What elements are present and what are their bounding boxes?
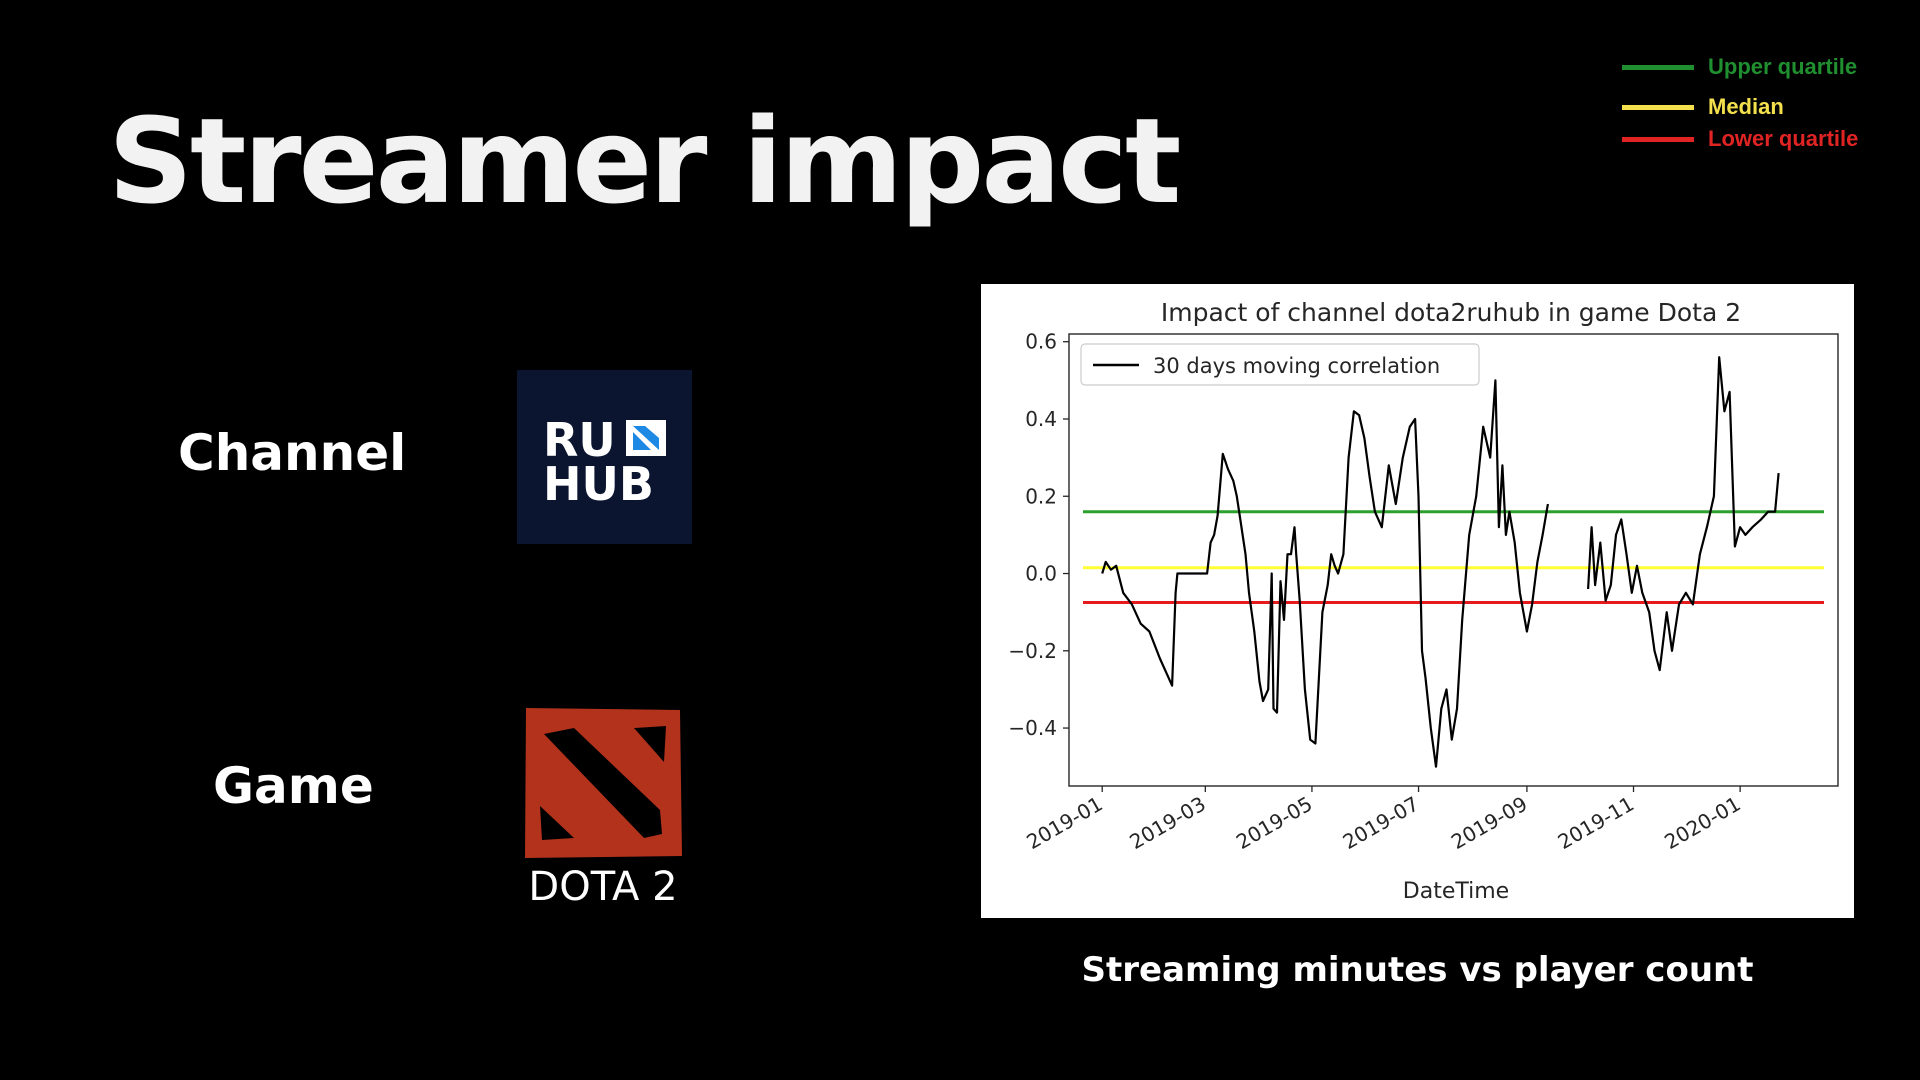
plot-frame: [1068, 333, 1839, 787]
ruhub-logo-text-ru: RU: [543, 413, 616, 467]
x-tick-label: 2019-11: [1554, 792, 1638, 855]
ruhub-logo-text-hub: HUB: [543, 457, 654, 511]
channel-label: Channel: [178, 424, 407, 482]
x-tick-label: 2019-07: [1339, 792, 1423, 855]
y-tick-label: 0.4: [1025, 407, 1057, 431]
lower-quartile-swatch: [1622, 136, 1694, 142]
x-tick-label: 2019-01: [1022, 792, 1106, 855]
game-label: Game: [213, 757, 374, 815]
series-line-segment-2: [1587, 356, 1780, 672]
upper-quartile-swatch: [1622, 64, 1694, 70]
series-group: [1101, 356, 1780, 768]
legend-box: [1080, 343, 1480, 386]
outer-legend-upper: Upper quartile: [1622, 52, 1857, 82]
chart-panel: Impact of channel dota2ruhub in game Dot…: [981, 284, 1854, 918]
y-axis: 0.6 0.4 0.2 0.0 −0.2 −0.4: [1008, 330, 1069, 740]
series-line-segment-1: [1101, 379, 1549, 768]
dota2-logo: DOTA 2: [522, 706, 685, 910]
x-axis: 2019-01 2019-03 2019-05 2019-07 2019-09 2019-…: [1022, 786, 1745, 855]
x-tick-label: 2019-09: [1447, 792, 1531, 855]
x-tick-label: 2019-03: [1125, 792, 1209, 855]
x-tick-label: 2019-05: [1232, 792, 1316, 855]
median-label: Median: [1708, 94, 1784, 119]
ruhub-logo-mark: [633, 426, 659, 450]
dota2-logo-slash: [544, 728, 662, 838]
chart-legend: 30 days moving correlation: [1080, 343, 1480, 386]
ruhub-logo: RU HUB: [517, 370, 692, 544]
y-tick-label: 0.6: [1025, 330, 1057, 354]
outer-legend: Upper quartile Median Lower quartile: [1622, 52, 1912, 162]
outer-legend-lower: Lower quartile: [1622, 124, 1858, 154]
upper-quartile-label: Upper quartile: [1708, 54, 1858, 79]
y-tick-label: −0.2: [1008, 639, 1057, 663]
outer-legend-median: Median: [1622, 92, 1784, 122]
lower-quartile-label: Lower quartile: [1708, 126, 1859, 151]
dota2-logo-text: DOTA 2: [528, 864, 677, 908]
chart-title: Impact of channel dota2ruhub in game Dot…: [1161, 298, 1741, 327]
y-tick-label: −0.4: [1008, 716, 1057, 740]
chart-caption: Streaming minutes vs player count: [1081, 950, 1754, 990]
median-swatch: [1622, 104, 1694, 110]
legend-label: 30 days moving correlation: [1153, 354, 1440, 378]
reference-lines: [1083, 510, 1824, 604]
y-tick-label: 0.0: [1025, 562, 1057, 586]
x-axis-label: DateTime: [1403, 879, 1509, 904]
correlation-chart: Impact of channel dota2ruhub in game Dot…: [1008, 298, 1839, 904]
slide-title: Streamer impact: [108, 92, 1181, 230]
x-tick-label: 2020-01: [1660, 792, 1744, 855]
y-tick-label: 0.2: [1025, 484, 1057, 508]
